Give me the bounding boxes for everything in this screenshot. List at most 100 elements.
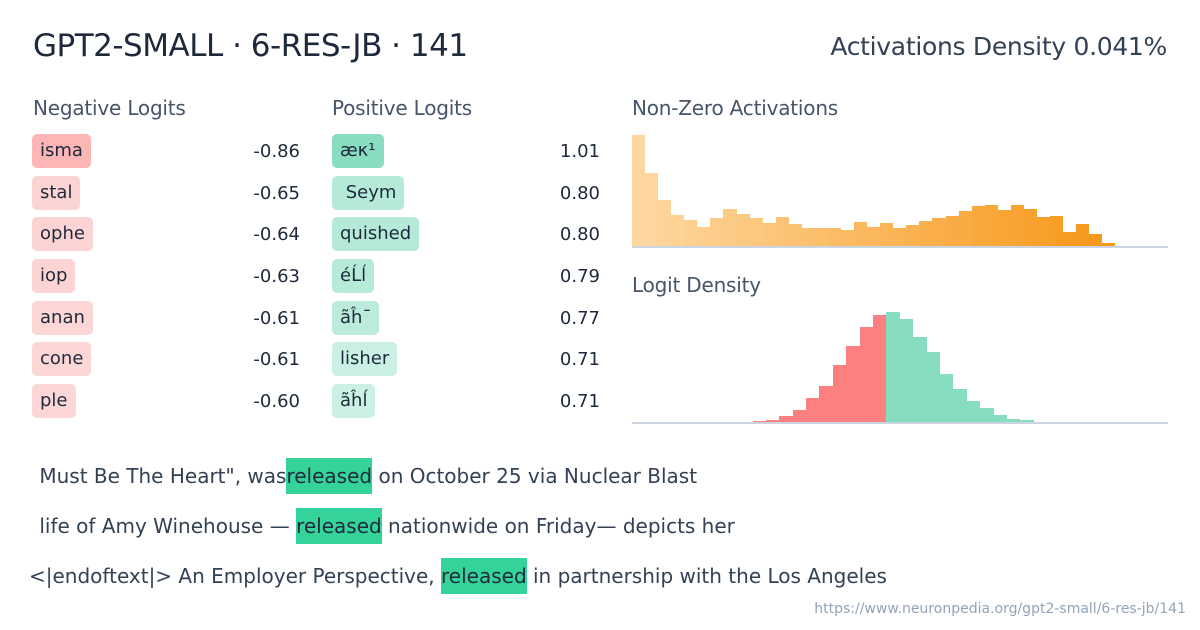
positive-logit-row: quished 0.80 [332, 217, 602, 259]
logit-density-axis [632, 422, 1168, 424]
histogram-bar [801, 228, 815, 247]
logit-value: 0.79 [559, 266, 600, 288]
example-text: in partnership with the Los Angeles [526, 564, 887, 588]
negative-logit-row: iop -0.63 [32, 259, 302, 301]
logit-value: -0.86 [253, 141, 300, 162]
histogram-bar [886, 312, 900, 423]
histogram-bar [984, 205, 998, 247]
histogram-bar [926, 352, 940, 423]
token-chip: iop [32, 259, 76, 294]
activations-density: Activations Density 0.041% [830, 32, 1167, 61]
logit-value: -0.63 [253, 266, 300, 288]
histogram-bar [1010, 205, 1024, 247]
logit-value: 1.01 [559, 141, 600, 162]
token-chip: éĹĺ [332, 259, 375, 294]
positive-logit-row: lisher 0.71 [332, 342, 602, 384]
negative-logits-heading: Negative Logits [33, 96, 186, 120]
highlighted-token: released [441, 558, 527, 594]
histogram-bar [939, 374, 954, 423]
token-chip: lisher [332, 342, 398, 377]
token-chip: ple [32, 384, 76, 419]
negative-logit-row: isma -0.86 [32, 134, 302, 176]
histogram-bar [749, 218, 763, 247]
token-chip: isma [32, 134, 91, 168]
page-title: GPT2-SMALL · 6-RES-JB · 141 [33, 28, 468, 64]
positive-logit-row: ãĥ¯ 0.77 [332, 300, 602, 343]
highlighted-token: released [296, 508, 382, 544]
example-line[interactable]: life of Amy Winehouse — released nationw… [33, 507, 887, 557]
logit-value: 0.71 [559, 391, 600, 413]
histogram-bar [893, 228, 907, 247]
negative-logit-row: ple -0.60 [32, 384, 302, 426]
token-chip: Seym [332, 175, 405, 210]
histogram-bar [1089, 234, 1103, 247]
histogram-bar [958, 211, 972, 247]
histogram-bar [671, 215, 685, 247]
example-text: life of Amy Winehouse — [33, 514, 297, 538]
negative-logit-row: cone -0.61 [32, 342, 302, 384]
positive-logit-row: éĹĺ 0.79 [332, 259, 602, 301]
negative-logit-row: stal -0.65 [32, 175, 302, 218]
histogram-bar [697, 227, 711, 247]
histogram-bar [710, 218, 724, 247]
negative-logit-row: ophe -0.64 [32, 217, 302, 259]
logit-value: -0.61 [253, 307, 300, 329]
histogram-bar [814, 228, 828, 247]
token-chip: cone [32, 342, 92, 377]
positive-logit-row: Seym 0.80 [332, 175, 602, 218]
histogram-bar [854, 222, 868, 247]
histogram-bar [867, 227, 881, 247]
histogram-bar [1023, 209, 1037, 247]
logit-density-histogram [632, 306, 1168, 423]
logit-value: -0.64 [253, 224, 300, 246]
histogram-bar [997, 210, 1011, 247]
histogram-bar [873, 315, 887, 423]
histogram-bar [919, 221, 933, 247]
example-text: nationwide on Friday— depicts her [381, 514, 735, 538]
histogram-bar [1036, 217, 1050, 247]
token-chip: quished [332, 217, 420, 252]
example-text: Must Be The Heart", was [33, 464, 287, 488]
token-chip: anan [32, 300, 93, 335]
positive-logit-row: æκ¹ 1.01 [332, 134, 602, 176]
logit-density-heading: Logit Density [632, 273, 761, 297]
histogram-bar [792, 410, 807, 423]
logit-value: 0.77 [559, 307, 600, 329]
logit-value: 0.80 [559, 182, 600, 204]
source-url[interactable]: https://www.neuronpedia.org/gpt2-small/6… [814, 601, 1186, 617]
token-chip: stal [32, 175, 81, 210]
histogram-bar [775, 217, 789, 247]
histogram-bar [859, 327, 874, 423]
histogram-bar [841, 230, 855, 247]
histogram-bar [945, 216, 959, 247]
histogram-bar [913, 337, 927, 423]
token-chip: ãĥĺ [332, 384, 376, 419]
histogram-bar [806, 398, 820, 423]
histogram-bar [953, 389, 967, 423]
histogram-bar [632, 135, 646, 247]
activations-axis [632, 246, 1168, 248]
non-zero-activations-heading: Non-Zero Activations [632, 96, 839, 120]
positive-logits-heading: Positive Logits [332, 96, 472, 120]
histogram-bar [827, 228, 841, 247]
histogram-bar [993, 415, 1007, 423]
histogram-bar [723, 209, 737, 247]
histogram-bar [1076, 224, 1090, 247]
token-chip: ãĥ¯ [332, 300, 380, 335]
non-zero-activations-histogram [632, 130, 1168, 247]
histogram-bar [658, 200, 672, 247]
example-line[interactable]: <|endoftext|> An Employer Perspective, r… [29, 557, 887, 607]
logit-value: 0.80 [559, 224, 600, 246]
logit-value: -0.60 [253, 391, 300, 413]
logit-value: 0.71 [559, 349, 600, 371]
histogram-bar [645, 173, 659, 247]
example-line[interactable]: Must Be The Heart", wasreleased on Octob… [33, 457, 887, 507]
logit-value: -0.61 [253, 349, 300, 371]
histogram-bar [1063, 232, 1077, 247]
histogram-bar [788, 224, 802, 247]
histogram-bar [736, 214, 750, 247]
histogram-bar [819, 386, 833, 423]
histogram-bar [765, 420, 780, 423]
histogram-bar [846, 346, 860, 423]
histogram-bar [980, 408, 994, 423]
